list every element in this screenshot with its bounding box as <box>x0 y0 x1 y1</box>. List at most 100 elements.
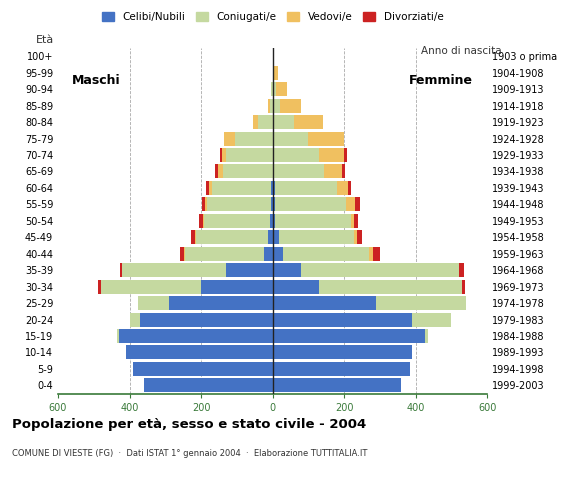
Bar <box>271 197 273 211</box>
Bar <box>223 165 273 179</box>
Bar <box>273 296 376 310</box>
Bar <box>273 181 275 195</box>
Bar <box>203 214 204 228</box>
Bar <box>222 148 226 162</box>
Bar <box>206 181 209 195</box>
Bar <box>119 263 122 277</box>
Bar <box>273 165 324 179</box>
Bar <box>275 181 338 195</box>
Bar <box>373 247 380 261</box>
Bar <box>273 230 279 244</box>
Bar <box>462 280 465 294</box>
Bar <box>235 132 273 145</box>
Bar <box>258 115 273 129</box>
Bar <box>209 181 212 195</box>
Bar <box>276 214 350 228</box>
Bar <box>273 66 274 80</box>
Bar <box>273 197 275 211</box>
Text: Femmine: Femmine <box>409 74 473 87</box>
Bar <box>273 346 412 360</box>
Bar <box>212 181 271 195</box>
Bar <box>253 115 258 129</box>
Bar <box>226 148 273 162</box>
Bar <box>294 115 322 129</box>
Text: Anno di nascita: Anno di nascita <box>421 46 502 56</box>
Bar <box>273 98 280 113</box>
Bar <box>184 247 186 261</box>
Bar <box>196 230 267 244</box>
Bar <box>319 148 344 162</box>
Bar <box>122 263 226 277</box>
Bar <box>273 214 275 228</box>
Bar <box>354 214 358 228</box>
Bar <box>309 132 344 145</box>
Bar <box>126 346 273 360</box>
Bar <box>215 165 218 179</box>
Bar <box>273 49 274 63</box>
Bar <box>273 329 425 343</box>
Bar <box>275 197 346 211</box>
Bar <box>204 214 270 228</box>
Bar <box>324 165 342 179</box>
Bar <box>459 263 463 277</box>
Bar <box>169 296 273 310</box>
Bar <box>273 362 410 376</box>
Bar <box>220 148 222 162</box>
Bar <box>412 312 451 326</box>
Bar <box>319 280 462 294</box>
Bar <box>357 230 362 244</box>
Bar <box>200 214 203 228</box>
Bar <box>270 214 273 228</box>
Bar <box>133 362 273 376</box>
Bar <box>369 247 373 261</box>
Bar <box>180 247 184 261</box>
Text: Popolazione per età, sesso e stato civile - 2004: Popolazione per età, sesso e stato civil… <box>12 418 366 431</box>
Text: COMUNE DI VIESTE (FG)  ·  Dati ISTAT 1° gennaio 2004  ·  Elaborazione TUTTITALIA: COMUNE DI VIESTE (FG) · Dati ISTAT 1° ge… <box>12 449 367 458</box>
Bar <box>350 214 354 228</box>
Bar <box>273 280 319 294</box>
Bar <box>119 329 273 343</box>
Bar <box>376 296 466 310</box>
Bar <box>355 197 360 211</box>
Bar <box>139 296 169 310</box>
Bar <box>344 148 347 162</box>
Bar <box>301 263 459 277</box>
Text: Età: Età <box>36 35 55 45</box>
Bar <box>267 98 270 113</box>
Bar <box>273 132 309 145</box>
Bar <box>273 82 276 96</box>
Bar <box>273 247 284 261</box>
Bar <box>271 181 273 195</box>
Bar <box>264 247 273 261</box>
Bar <box>273 115 294 129</box>
Bar <box>348 181 351 195</box>
Bar <box>186 247 264 261</box>
Bar <box>274 66 278 80</box>
Bar <box>195 230 196 244</box>
Bar <box>226 263 273 277</box>
Bar <box>273 263 301 277</box>
Bar <box>284 247 369 261</box>
Bar <box>224 132 235 145</box>
Bar <box>273 148 319 162</box>
Bar <box>101 280 201 294</box>
Bar <box>279 230 354 244</box>
Bar <box>207 197 271 211</box>
Bar <box>144 378 273 392</box>
Bar <box>218 165 223 179</box>
Bar <box>205 197 207 211</box>
Bar <box>129 312 140 326</box>
Legend: Celibi/Nubili, Coniugati/e, Vedovi/e, Divorziati/e: Celibi/Nubili, Coniugati/e, Vedovi/e, Di… <box>97 8 448 26</box>
Bar <box>342 165 345 179</box>
Bar <box>346 197 355 211</box>
Text: Maschi: Maschi <box>72 74 121 87</box>
Bar <box>276 82 287 96</box>
Bar <box>354 230 357 244</box>
Bar <box>273 312 412 326</box>
Bar <box>267 230 273 244</box>
Bar <box>338 181 348 195</box>
Bar <box>201 280 273 294</box>
Bar <box>425 329 428 343</box>
Bar <box>98 280 101 294</box>
Bar <box>280 98 301 113</box>
